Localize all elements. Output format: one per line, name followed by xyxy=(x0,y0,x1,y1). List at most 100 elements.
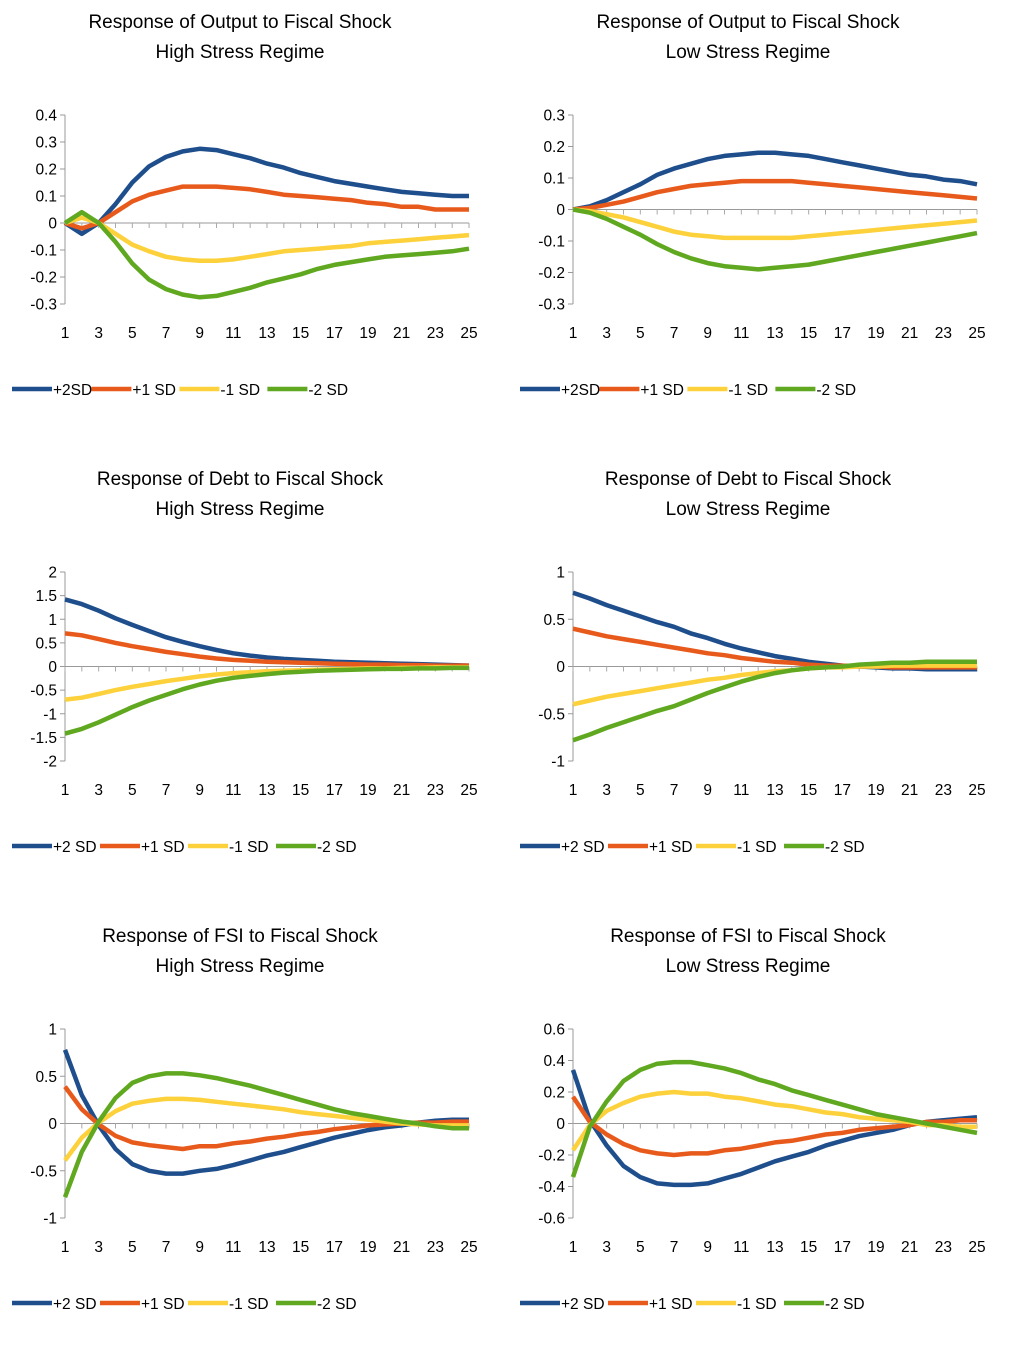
x-tick-label: 7 xyxy=(670,782,679,799)
x-tick-label: 13 xyxy=(766,325,783,342)
legend-label: -1 SD xyxy=(728,382,768,399)
chart-svg: Response of Debt to Fiscal Shock High Str… xyxy=(12,469,478,856)
chart-output-low-stress: Response of Output to Fiscal Shock Low St… xyxy=(508,0,1016,457)
legend-label: +2 SD xyxy=(53,839,97,856)
x-tick-label: 25 xyxy=(968,1239,985,1256)
y-tick-label: -0.2 xyxy=(30,270,57,287)
x-tick-label: 3 xyxy=(94,1239,103,1256)
x-tick-label: 7 xyxy=(670,1239,679,1256)
y-tick-label: 0.1 xyxy=(543,171,565,188)
chart-title: Response of Debt to Fiscal Shock xyxy=(605,469,892,490)
legend-label: +2 SD xyxy=(561,839,605,856)
legend-label: -2 SD xyxy=(816,382,856,399)
legend-label: -1 SD xyxy=(229,839,269,856)
x-tick-label: 25 xyxy=(460,1239,477,1256)
x-tick-label: 25 xyxy=(460,782,477,799)
x-tick-label: 3 xyxy=(94,325,103,342)
chart-output-high-stress: Response of Output to Fiscal Shock High S… xyxy=(0,0,508,457)
chart-title: Response of Output to Fiscal Shock xyxy=(88,12,392,33)
chart-subtitle: Low Stress Regime xyxy=(666,42,831,63)
x-tick-label: 21 xyxy=(393,782,410,799)
y-tick-label: -0.2 xyxy=(538,1148,565,1165)
chart-subtitle: Low Stress Regime xyxy=(666,499,831,520)
y-tick-label: 0.4 xyxy=(543,1053,565,1070)
y-tick-label: -0.3 xyxy=(538,297,565,314)
x-tick-label: 25 xyxy=(968,325,985,342)
y-tick-label: -0.5 xyxy=(30,1163,57,1180)
x-tick-label: 19 xyxy=(359,325,376,342)
y-tick-label: -1.5 xyxy=(30,730,57,747)
series-line-4 xyxy=(63,209,470,300)
series-line-3 xyxy=(64,215,470,264)
x-tick-label: 15 xyxy=(800,325,817,342)
x-tick-label: 1 xyxy=(569,325,578,342)
series-line-4 xyxy=(570,1059,978,1178)
x-tick-label: 9 xyxy=(703,325,712,342)
chart-title: Response of FSI to Fiscal Shock xyxy=(102,926,378,947)
x-tick-label: 19 xyxy=(867,325,884,342)
chart-title: Response of FSI to Fiscal Shock xyxy=(610,926,886,947)
series-line-1 xyxy=(62,1049,469,1176)
y-tick-label: 0.5 xyxy=(35,635,57,652)
chart-svg: Response of Debt to Fiscal Shock Low Stre… xyxy=(520,469,986,856)
x-tick-label: 3 xyxy=(602,325,611,342)
x-tick-label: 9 xyxy=(195,1239,204,1256)
legend-label: -1 SD xyxy=(229,1296,269,1313)
series-line-2 xyxy=(572,178,978,212)
x-tick-label: 15 xyxy=(800,1239,817,1256)
x-tick-label: 25 xyxy=(460,325,477,342)
series-line-3 xyxy=(572,207,978,241)
x-tick-label: 19 xyxy=(359,1239,376,1256)
x-tick-label: 23 xyxy=(427,325,444,342)
x-tick-label: 3 xyxy=(602,1239,611,1256)
y-tick-label: 0 xyxy=(556,1116,565,1133)
legend-label: -2 SD xyxy=(317,1296,357,1313)
legend-label: -1 SD xyxy=(737,839,777,856)
chart-fsi-high-stress: Response of FSI to Fiscal Shock High Stre… xyxy=(0,914,508,1371)
legend-label: +1 SD xyxy=(132,382,176,399)
legend-label: -1 SD xyxy=(737,1296,777,1313)
x-tick-label: 13 xyxy=(766,1239,783,1256)
x-tick-label: 3 xyxy=(602,782,611,799)
x-tick-label: 5 xyxy=(128,782,137,799)
x-tick-label: 13 xyxy=(258,325,275,342)
x-tick-label: 5 xyxy=(636,782,645,799)
x-tick-label: 5 xyxy=(636,1239,645,1256)
legend-label: +1 SD xyxy=(649,839,693,856)
x-tick-label: 11 xyxy=(225,325,241,342)
x-tick-label: 21 xyxy=(901,782,918,799)
x-tick-label: 5 xyxy=(128,1239,137,1256)
y-tick-label: 0 xyxy=(556,659,565,676)
chart-title: Response of Output to Fiscal Shock xyxy=(596,12,900,33)
chart-svg: Response of Output to Fiscal Shock High S… xyxy=(12,12,478,399)
y-tick-label: -1 xyxy=(43,1211,57,1228)
x-tick-label: 15 xyxy=(292,782,309,799)
y-tick-label: -1 xyxy=(551,754,565,771)
chart-svg: Response of FSI to Fiscal Shock Low Stres… xyxy=(520,926,986,1313)
x-tick-label: 9 xyxy=(703,1239,712,1256)
x-tick-label: 1 xyxy=(61,782,70,799)
y-tick-label: 0.2 xyxy=(543,139,565,156)
x-tick-label: 23 xyxy=(935,782,952,799)
x-tick-label: 11 xyxy=(225,1239,241,1256)
y-tick-label: 0.3 xyxy=(543,108,565,125)
series-line-2 xyxy=(64,184,469,231)
chart-subtitle: High Stress Regime xyxy=(156,499,325,520)
legend-label: -2 SD xyxy=(825,1296,865,1313)
x-tick-label: 17 xyxy=(834,1239,851,1256)
chart-svg: Response of FSI to Fiscal Shock High Stre… xyxy=(12,926,478,1313)
x-tick-label: 1 xyxy=(61,325,70,342)
y-tick-label: 0.4 xyxy=(35,108,57,125)
y-tick-label: -0.1 xyxy=(30,243,57,260)
x-tick-label: 19 xyxy=(867,1239,884,1256)
chart-subtitle: Low Stress Regime xyxy=(666,956,831,977)
legend-label: -1 SD xyxy=(220,382,260,399)
y-tick-label: 1 xyxy=(556,565,565,582)
x-tick-label: 17 xyxy=(326,782,343,799)
y-tick-label: -0.1 xyxy=(538,234,565,251)
x-tick-label: 1 xyxy=(569,782,578,799)
legend-label: -2 SD xyxy=(308,382,348,399)
y-tick-label: -0.4 xyxy=(538,1179,565,1196)
legend-label: +2SD xyxy=(561,382,600,399)
x-tick-label: 13 xyxy=(766,782,783,799)
